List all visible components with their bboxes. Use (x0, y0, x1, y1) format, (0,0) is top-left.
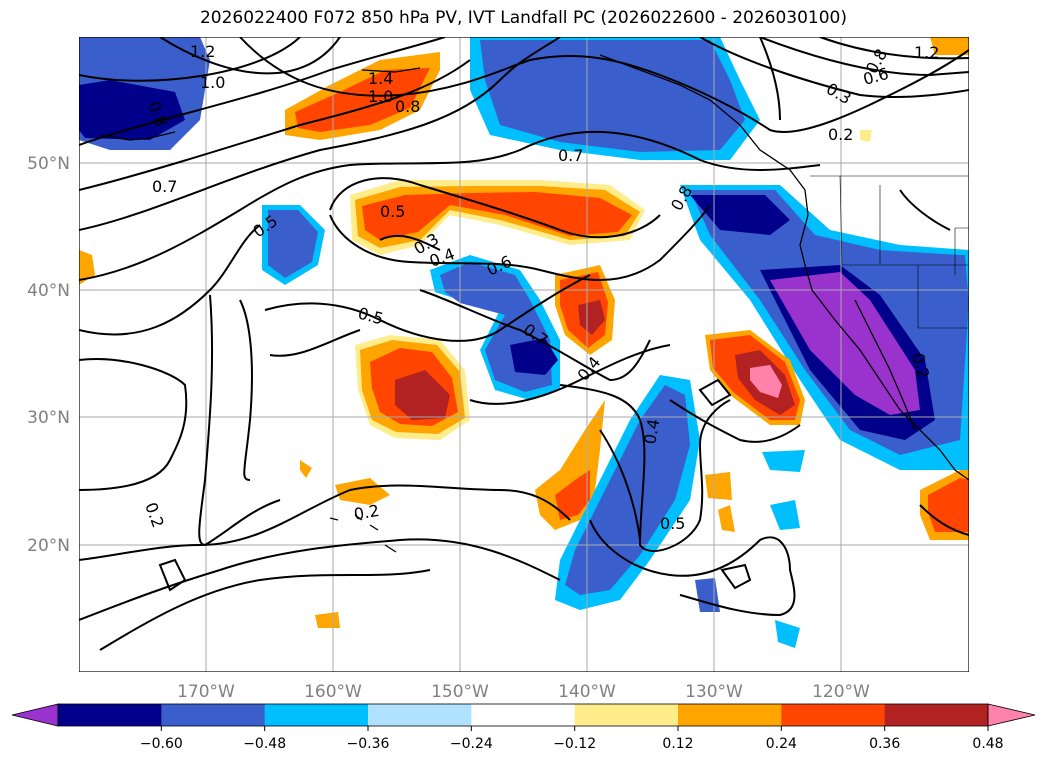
graticule (79, 37, 969, 672)
contour-label: 0.2 (352, 501, 380, 524)
contour-label: 0.8 (395, 97, 420, 116)
colorbar-segment (884, 704, 989, 726)
contour-label: 0.7 (558, 146, 583, 165)
contour-label: 1.2 (914, 43, 939, 62)
contour-label: 0.2 (828, 125, 853, 144)
colorbar-segments (11, 703, 1036, 727)
colorbar: −0.60 −0.48 −0.36 −0.24 −0.12 0.12 0.24 0.36 0.4… (11, 703, 1036, 752)
lon-label: 130°W (685, 682, 743, 702)
lat-label: 30°N (27, 408, 70, 428)
colorbar-tick-label: 0.24 (766, 736, 797, 752)
colorbar-segment (161, 704, 266, 726)
colorbar-ticks: −0.60 −0.48 −0.36 −0.24 −0.12 0.12 0.24 0.36 0.4… (140, 726, 1004, 752)
lon-label: 160°W (304, 682, 362, 702)
colorbar-outline (57, 703, 989, 727)
pv-contours (79, 37, 969, 651)
colorbar-tick-label: −0.36 (347, 736, 390, 752)
colorbar-segment (781, 704, 886, 726)
colorbar-tick-label: 0.48 (972, 736, 1003, 752)
contour-label: 0.5 (660, 514, 685, 533)
colorbar-tick-label: 0.12 (662, 736, 693, 752)
contour-label: 1.2 (190, 42, 215, 61)
colorbar-tick-label: −0.60 (140, 736, 183, 752)
contour-label: 1.0 (368, 87, 393, 106)
colorbar-segment (58, 704, 162, 726)
map-title: 2026022400 F072 850 hPa PV, IVT Landfall… (199, 8, 847, 28)
political-borders (810, 175, 969, 329)
colorbar-segment (574, 704, 679, 726)
contour-label: 0.4 (640, 417, 663, 445)
colorbar-segment (368, 704, 472, 726)
pv-anomaly-shading (79, 37, 969, 648)
longitude-labels: 170°W 160°W 150°W 140°W 130°W 120°W (177, 682, 870, 702)
colorbar-extend-max (987, 703, 1036, 727)
colorbar-segment (471, 704, 576, 726)
colorbar-tick-label: −0.12 (553, 736, 596, 752)
lon-label: 140°W (558, 682, 616, 702)
colorbar-tick-label: −0.24 (450, 736, 493, 752)
lon-label: 170°W (177, 682, 235, 702)
colorbar-segment (678, 704, 782, 726)
lon-label: 120°W (812, 682, 870, 702)
lat-label: 40°N (27, 281, 70, 301)
lon-label: 150°W (431, 682, 489, 702)
latitude-labels: 50°N 40°N 30°N 20°N (27, 154, 70, 556)
contour-label: 0.7 (152, 177, 177, 196)
contour-label: 1.4 (368, 69, 393, 88)
colorbar-tick-label: 0.36 (869, 736, 900, 752)
lat-label: 20°N (27, 536, 70, 556)
colorbar-tick-label: −0.48 (243, 736, 286, 752)
colorbar-extend-min (11, 703, 59, 727)
coastlines (99, 54, 969, 553)
colorbar-segment (264, 704, 369, 726)
map-panel: 1.2 1.0 1.4 1.0 0.8 0.8 0.7 0.7 0.5 0.5 … (79, 37, 969, 672)
contour-label: 0.5 (380, 202, 405, 221)
contour-label: 1.0 (200, 73, 225, 92)
lat-label: 50°N (27, 154, 70, 174)
